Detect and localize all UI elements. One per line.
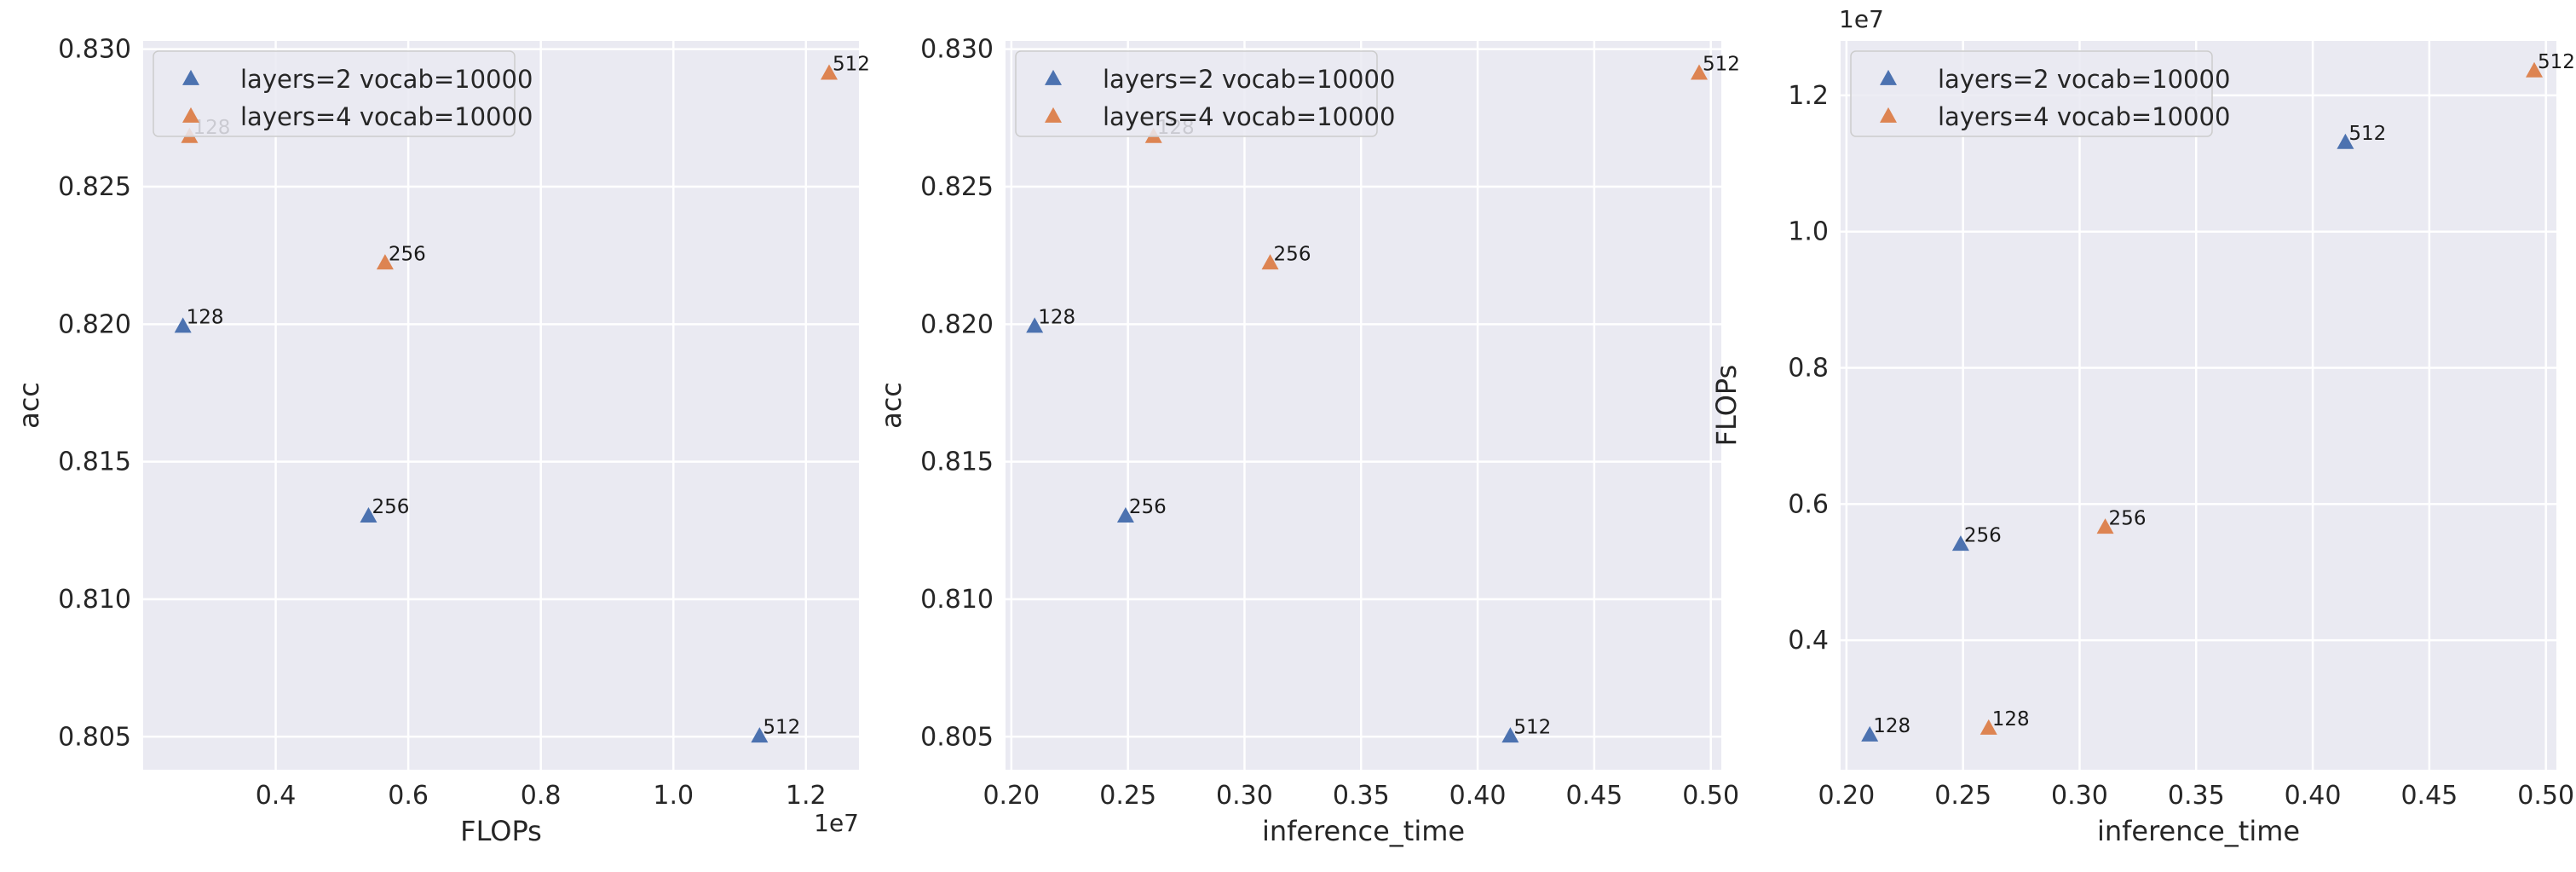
data-point-marker	[2526, 61, 2544, 78]
data-point-label: 512	[833, 54, 870, 76]
x-tick-label: 0.4	[256, 781, 297, 811]
plot-area	[143, 41, 859, 770]
data-point-marker	[1691, 64, 1709, 80]
data-point-label: 128	[1992, 708, 2030, 731]
data-point-label: 256	[389, 243, 426, 265]
legend-label: layers=2 vocab=10000	[1103, 65, 1395, 94]
legend-box	[153, 50, 516, 137]
legend-marker	[1045, 107, 1062, 123]
legend-label: layers=4 vocab=10000	[1103, 102, 1395, 131]
y-tick-label: 0.810	[920, 585, 994, 615]
x-tick-label: 0.50	[2517, 781, 2574, 811]
data-point-marker	[1261, 254, 1279, 270]
x-tick-label: 0.25	[1099, 781, 1156, 811]
x-tick-label: 0.45	[2400, 781, 2458, 811]
data-point-label: 512	[2538, 51, 2575, 73]
plot-area	[1841, 41, 2556, 770]
chart-acc-vs-flops: 0.4 0.6 0.8 1.0 1.2 0.805 0.810 0.815 0.820 0.825…	[13, 35, 870, 847]
plot-area	[1006, 41, 1721, 770]
x-tick-label: 0.6	[388, 781, 429, 811]
legend-marker	[182, 107, 199, 123]
y-tick-label: 1.0	[1788, 217, 1829, 247]
data-point-marker	[1980, 719, 1997, 735]
legend-box	[1015, 50, 1378, 137]
legend-marker	[1880, 69, 1897, 85]
y-tick-label: 1.2	[1788, 81, 1829, 111]
y-axis-label: acc	[13, 382, 45, 429]
data-point-label: 256	[1964, 524, 2002, 546]
chart-flops-vs-inference-time: 0.20 0.25 0.30 0.35 0.40 0.45 0.50 0.4 0.6 0.8 1.0…	[1710, 5, 2575, 847]
y-tick-label: 0.810	[58, 585, 131, 615]
legend-label: layers=2 vocab=10000	[240, 65, 533, 94]
x-tick-label: 1.0	[653, 781, 694, 811]
x-axis-label: inference_time	[2097, 815, 2300, 847]
y-tick-label: 0.820	[58, 309, 131, 339]
legend-marker	[182, 69, 199, 85]
data-point-label: 256	[1274, 243, 1311, 265]
data-point-label: 128	[187, 307, 224, 329]
data-point-marker	[1861, 725, 1879, 742]
data-point-marker	[821, 64, 838, 80]
x-axis-label: FLOPs	[460, 815, 542, 847]
x-tick-label: 0.20	[983, 781, 1040, 811]
data-point-label: 512	[2348, 123, 2386, 145]
data-point-marker	[751, 727, 769, 743]
data-point-label: 512	[1703, 54, 1740, 76]
y-axis-label: FLOPs	[1710, 365, 1743, 447]
data-point-label: 256	[1129, 496, 1167, 518]
y-tick-label: 0.830	[920, 35, 994, 65]
chart-acc-vs-inference-time: 0.20 0.25 0.30 0.35 0.40 0.45 0.50 0.805 0.810 0.…	[875, 35, 1740, 847]
data-point-label: 128	[1038, 307, 1075, 329]
data-point-marker	[1951, 535, 1969, 551]
y-tick-label: 0.815	[920, 448, 994, 477]
x-tick-label: 0.20	[1818, 781, 1875, 811]
y-tick-label: 0.815	[58, 448, 131, 477]
x-tick-label: 0.30	[1216, 781, 1273, 811]
y-tick-label: 0.825	[58, 172, 131, 202]
data-point-marker	[1116, 507, 1134, 523]
x-axis-label: inference_time	[1262, 815, 1465, 847]
legend-marker	[1045, 69, 1062, 85]
legend-label: layers=2 vocab=10000	[1938, 65, 2230, 94]
y-tick-label: 0.805	[920, 722, 994, 752]
x-tick-label: 0.30	[2051, 781, 2108, 811]
x-tick-label: 0.35	[2168, 781, 2225, 811]
y-offset-label: 1e7	[1839, 5, 1884, 33]
data-point-label: 256	[372, 496, 409, 518]
y-tick-label: 0.820	[920, 309, 994, 339]
data-point-marker	[376, 254, 394, 270]
data-point-marker	[2337, 133, 2354, 149]
x-offset-label: 1e7	[814, 809, 859, 837]
x-tick-label: 0.25	[1934, 781, 1991, 811]
data-point-marker	[174, 317, 192, 333]
x-tick-label: 0.40	[2285, 781, 2342, 811]
y-tick-label: 0.805	[58, 722, 131, 752]
x-tick-label: 0.50	[1682, 781, 1739, 811]
y-tick-label: 0.830	[58, 35, 131, 65]
y-tick-label: 0.4	[1788, 626, 1829, 655]
data-point-marker	[2096, 518, 2114, 534]
x-tick-label: 1.2	[786, 781, 827, 811]
data-point-label: 512	[763, 716, 800, 738]
x-tick-label: 0.35	[1333, 781, 1390, 811]
x-tick-label: 0.45	[1565, 781, 1622, 811]
y-axis-label: acc	[875, 382, 908, 429]
data-point-label: 512	[1513, 716, 1551, 738]
legend-label: layers=4 vocab=10000	[1938, 102, 2230, 131]
data-point-label: 256	[2109, 507, 2147, 529]
legend-label: layers=4 vocab=10000	[240, 102, 533, 131]
legend-marker	[1880, 107, 1897, 123]
data-point-marker	[1501, 727, 1519, 743]
data-point-marker	[1026, 317, 1044, 333]
data-point-label: 128	[1873, 715, 1910, 737]
x-tick-label: 0.40	[1449, 781, 1507, 811]
data-point-marker	[360, 507, 377, 523]
y-tick-label: 0.8	[1788, 354, 1829, 384]
x-tick-label: 0.8	[521, 781, 562, 811]
legend-box	[1850, 50, 2213, 137]
y-tick-label: 0.825	[920, 172, 994, 202]
y-tick-label: 0.6	[1788, 489, 1829, 519]
